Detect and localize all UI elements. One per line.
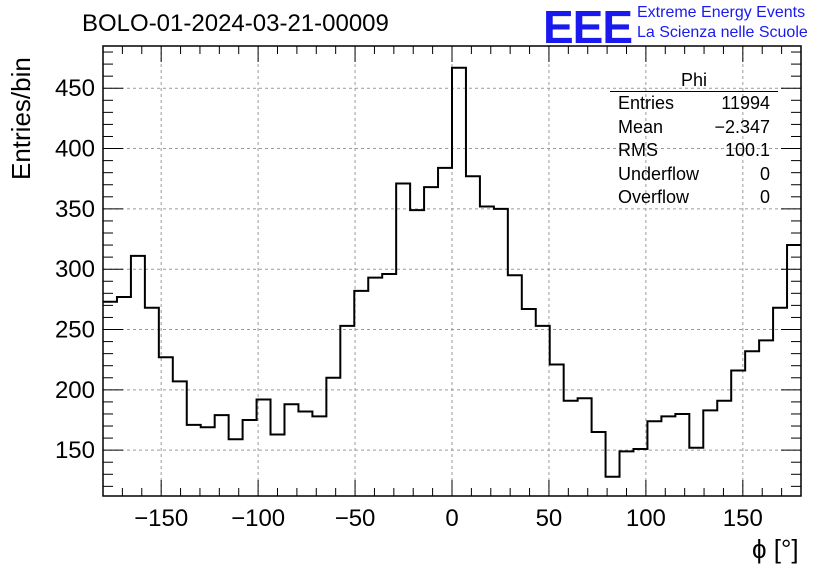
stats-box: Phi Entries 11994 Mean −2.347 RMS 100.1 … (610, 70, 778, 210)
stats-box-title: Phi (610, 70, 778, 92)
y-tick-label: 450 (55, 75, 95, 102)
x-tick-label: 0 (445, 505, 458, 532)
plot-frame (102, 45, 802, 497)
y-tick-label: 200 (55, 377, 95, 404)
x-tick-label: 50 (536, 505, 563, 532)
y-tick-label: 400 (55, 136, 95, 163)
y-tick-label: 150 (55, 437, 95, 464)
stats-label: Underflow (618, 163, 700, 184)
x-tick-label: −100 (231, 505, 285, 532)
logo-line-1: Extreme Energy Events (637, 4, 806, 21)
x-tick-label: −50 (335, 505, 376, 532)
stats-value: 100.1 (724, 140, 770, 160)
y-tick-label: 300 (55, 256, 95, 283)
y-tick-label: 250 (55, 317, 95, 344)
x-tick-label: −150 (134, 505, 188, 532)
stats-value: 11994 (721, 93, 770, 113)
stats-row-overflow: Overflow 0 (610, 186, 778, 210)
stats-label: Overflow (618, 187, 690, 207)
eee-logo-caption: Extreme Energy Events La Scienza nelle S… (637, 3, 808, 43)
x-axis-label: ϕ [°] (752, 534, 799, 564)
y-axis-label: Entries/bin (6, 57, 36, 180)
stats-row-mean: Mean −2.347 (610, 116, 778, 140)
eee-logo: EEE (543, 1, 633, 53)
stats-row-rms: RMS 100.1 (610, 139, 778, 163)
logo-line-2: La Scienza nelle Scuole (637, 24, 808, 41)
histogram-series (103, 66, 801, 478)
stats-label: Entries (618, 93, 675, 113)
chart-title: BOLO-01-2024-03-21-00009 (82, 10, 389, 37)
stats-value: 0 (759, 187, 770, 207)
x-tick-label: 150 (723, 505, 763, 532)
stats-row-entries: Entries 11994 (610, 92, 778, 116)
x-tick-label: 100 (626, 505, 666, 532)
stats-label: RMS (618, 140, 658, 160)
stats-value: 0 (759, 163, 770, 184)
stats-label: Mean (618, 116, 664, 137)
stats-value: −2.347 (714, 116, 770, 137)
y-tick-label: 350 (55, 196, 95, 223)
stats-row-underflow: Underflow 0 (610, 163, 778, 187)
